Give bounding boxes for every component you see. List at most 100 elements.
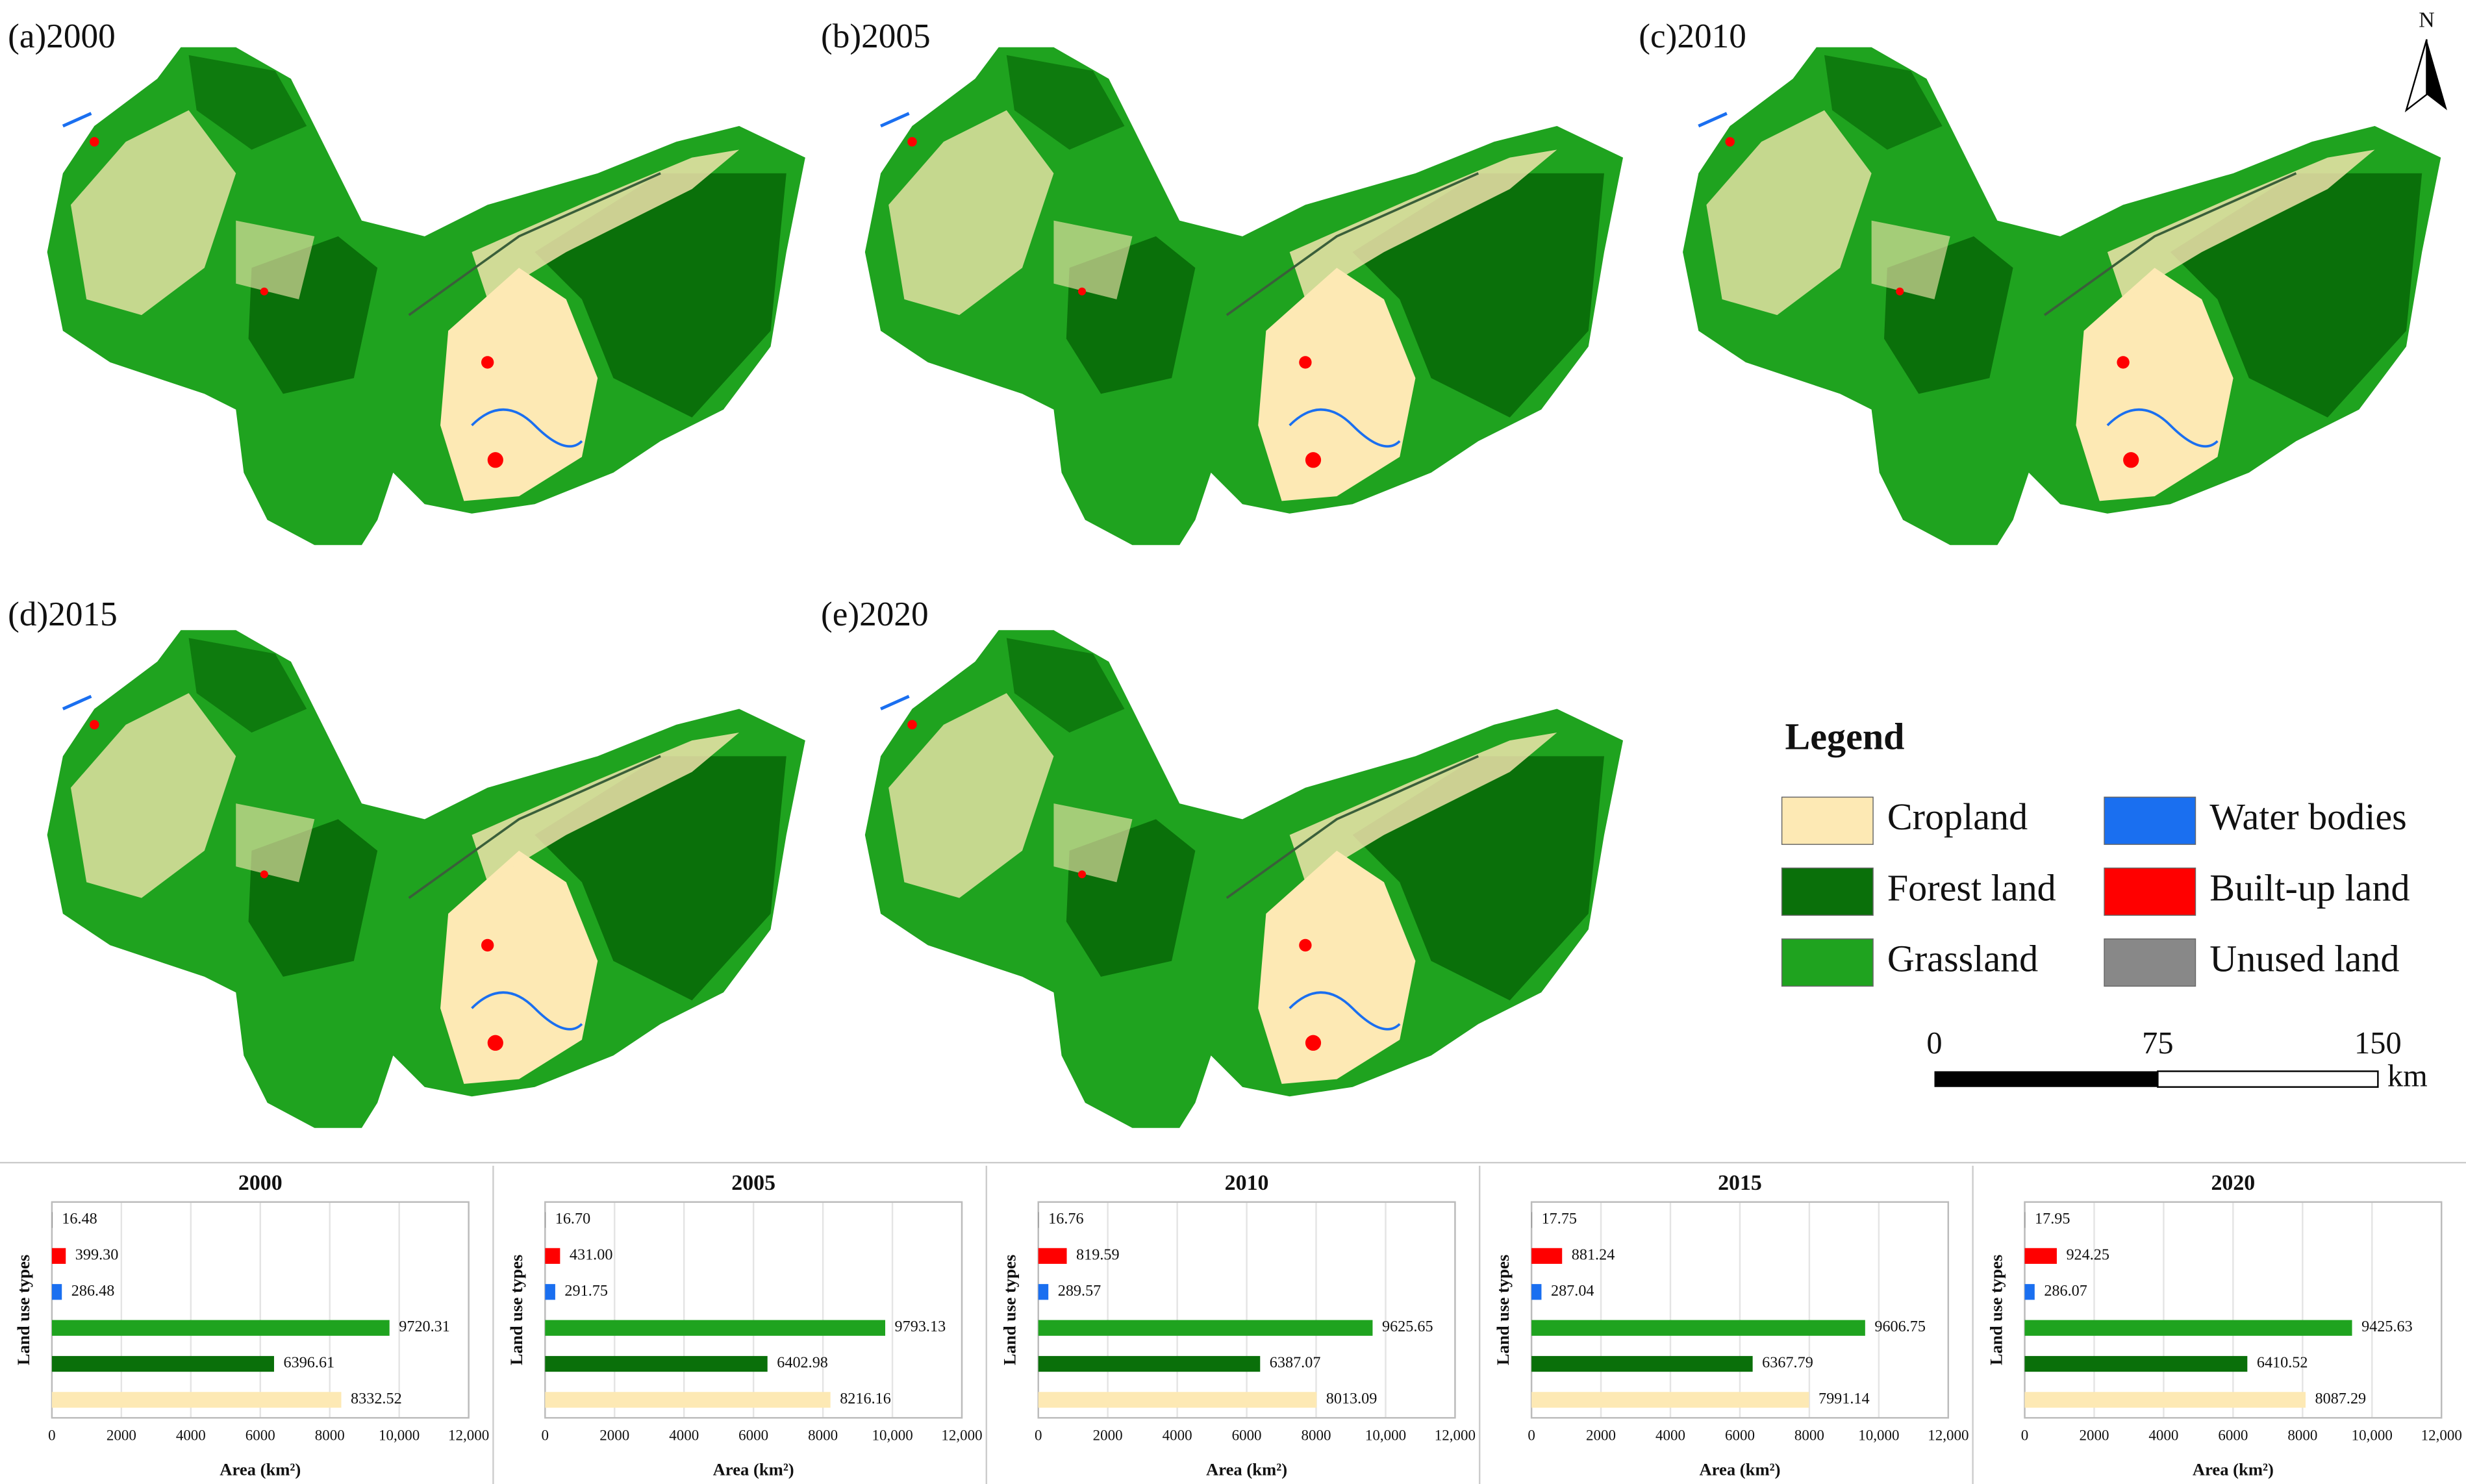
bar (51, 1392, 342, 1408)
legend-swatch (1781, 938, 1874, 987)
y-axis-label: Land use types (1000, 1255, 1020, 1365)
value-label: 8013.09 (1326, 1390, 1378, 1407)
bar (545, 1392, 831, 1408)
value-label: 286.48 (71, 1282, 115, 1300)
value-label: 287.04 (1551, 1282, 1594, 1300)
bar (1038, 1320, 1373, 1336)
value-label: 9720.31 (399, 1318, 450, 1335)
panel-label: (e)2020 (821, 594, 929, 633)
bar (2024, 1392, 2306, 1408)
bar (1038, 1392, 1317, 1408)
land-use-map (865, 47, 1623, 546)
value-label: 291.75 (564, 1282, 608, 1300)
value-label: 9625.65 (1382, 1318, 1433, 1335)
chart-title: 2005 (731, 1171, 775, 1195)
x-tick-label: 8000 (1302, 1426, 1331, 1443)
bar (1038, 1284, 1049, 1300)
x-tick-label: 8000 (808, 1426, 838, 1443)
x-tick-label: 6000 (738, 1426, 768, 1443)
x-tick-label: 10,000 (1858, 1426, 1899, 1443)
scale-unit: km (2387, 1059, 2428, 1094)
x-tick-label: 12,000 (1928, 1426, 1969, 1443)
plot-frame (1037, 1201, 1456, 1419)
legend-label: Forest land (1887, 866, 2056, 909)
x-tick-label: 12,000 (941, 1426, 982, 1443)
x-axis-label: Area (km²) (713, 1460, 794, 1479)
x-tick-label: 0 (1528, 1426, 1535, 1443)
bar (2024, 1212, 2026, 1228)
y-axis-label: Land use types (14, 1255, 33, 1365)
plot-frame (544, 1201, 963, 1419)
scale-bar: 0 75 150 km (1926, 1026, 2427, 1094)
bar (1531, 1248, 1563, 1264)
x-tick-label: 0 (1035, 1426, 1042, 1443)
chart-title: 2000 (238, 1171, 283, 1195)
chart-title: 2015 (1718, 1171, 1762, 1195)
land-use-map (865, 630, 1623, 1128)
plot-frame (51, 1201, 470, 1419)
bar (545, 1248, 560, 1264)
bar (1531, 1284, 1542, 1300)
legend-label: Grassland (1887, 937, 2038, 979)
scale-label: 150 (2354, 1026, 2402, 1061)
bar (1038, 1355, 1261, 1372)
value-label: 924.25 (2066, 1246, 2109, 1263)
x-tick-label: 8000 (1794, 1426, 1824, 1443)
value-label: 17.75 (1542, 1210, 1577, 1227)
legend: Cropland Forest land Grassland Water bodies… (1781, 796, 2410, 987)
value-label: 9606.75 (1874, 1318, 1926, 1335)
bar (1038, 1212, 1039, 1228)
x-tick-label: 10,000 (2352, 1426, 2393, 1443)
x-tick-label: 8000 (2287, 1426, 2317, 1443)
x-tick-label: 12,000 (1435, 1426, 1476, 1443)
bar (2024, 1320, 2352, 1336)
x-tick-label: 4000 (176, 1426, 206, 1443)
bar (1531, 1320, 1865, 1336)
x-tick-label: 10,000 (379, 1426, 420, 1443)
value-label: 9425.63 (2361, 1318, 2413, 1335)
bar (545, 1212, 546, 1228)
x-tick-label: 4000 (2148, 1426, 2178, 1443)
bar (545, 1284, 555, 1300)
legend-swatch (2104, 938, 2196, 987)
bar (2024, 1248, 2057, 1264)
bar (1531, 1392, 1809, 1408)
bar (545, 1320, 886, 1336)
land-use-map (47, 630, 805, 1128)
x-tick-label: 0 (2021, 1426, 2029, 1443)
x-tick-label: 2000 (599, 1426, 629, 1443)
chart-title: 2010 (1225, 1171, 1269, 1195)
panel-label: (d)2015 (8, 594, 118, 633)
land-use-map (1683, 47, 2441, 546)
y-axis-label: Land use types (1493, 1255, 1513, 1365)
value-label: 8332.52 (351, 1390, 402, 1407)
value-label: 6387.07 (1270, 1354, 1321, 1372)
chart-title: 2020 (2211, 1171, 2255, 1195)
bar (51, 1320, 390, 1336)
x-tick-label: 0 (542, 1426, 549, 1443)
legend-swatch (1781, 867, 1874, 916)
x-tick-label: 2000 (1586, 1426, 1616, 1443)
x-tick-label: 4000 (669, 1426, 699, 1443)
x-tick-label: 10,000 (872, 1426, 912, 1443)
x-tick-label: 2000 (107, 1426, 136, 1443)
value-label: 6396.61 (284, 1354, 335, 1372)
scale-label: 0 (1926, 1026, 1942, 1061)
x-tick-label: 4000 (1655, 1426, 1685, 1443)
x-tick-label: 4000 (1163, 1426, 1192, 1443)
value-label: 16.70 (555, 1210, 590, 1227)
value-label: 399.30 (75, 1246, 119, 1263)
value-label: 9793.13 (895, 1318, 946, 1335)
panel-label: (b)2005 (821, 16, 931, 55)
legend-title: Legend (1785, 715, 1904, 757)
value-label: 881.24 (1572, 1246, 1615, 1263)
value-label: 8087.29 (2315, 1390, 2367, 1407)
panel-label: (a)2000 (8, 16, 116, 55)
plot-frame (2024, 1201, 2443, 1419)
y-axis-label: Land use types (1986, 1255, 2006, 1365)
x-axis-label: Area (km²) (2193, 1460, 2274, 1479)
legend-swatch (1781, 796, 1874, 845)
value-label: 6410.52 (2257, 1354, 2308, 1372)
